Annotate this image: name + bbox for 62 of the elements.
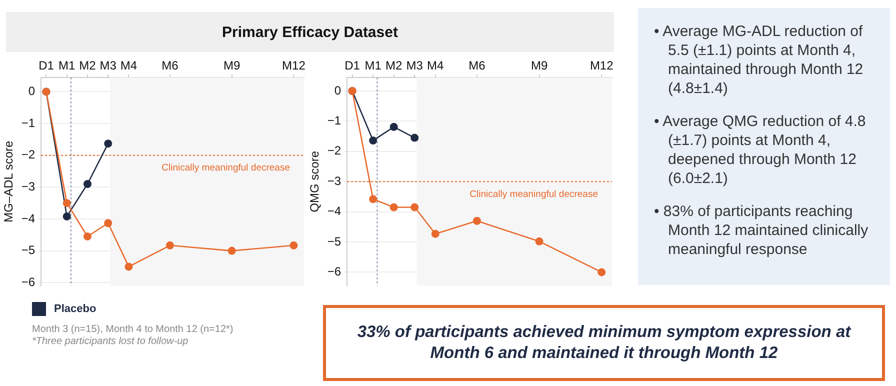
x-tick-label: M9 <box>223 58 240 73</box>
y-tick-label: 0 <box>28 84 36 98</box>
y-tick-label: −3 <box>327 174 342 188</box>
y-tick-label: 0 <box>334 83 342 98</box>
point <box>369 195 378 204</box>
x-tick-label: M2 <box>385 58 402 73</box>
y-tick-label: −2 <box>21 148 36 162</box>
x-tick-label: M2 <box>79 58 96 73</box>
y-tick-label: −1 <box>327 114 342 128</box>
point <box>104 140 112 148</box>
y-tick-label: −5 <box>21 243 36 258</box>
x-tick-label: M4 <box>427 58 444 73</box>
text: • Average QMG reduction of 4.8 (±1.7) points at Month 4, deepened through Month 12 (6.0±2.1) <box>654 112 867 188</box>
x-tick-label: M9 <box>530 58 548 73</box>
y-tick-label: −4 <box>327 204 342 218</box>
legend-label: Placebo <box>54 303 96 315</box>
point <box>472 216 481 225</box>
text: • Average MG-ADL reduction of 5.5 (±1.1) points at Month 4, maintained through Month 12 (4.8±1.4) <box>654 22 864 98</box>
x-tick-label: M1 <box>364 58 382 73</box>
point <box>410 203 419 212</box>
point <box>166 241 174 250</box>
text: Month 3 (n=15), Month 4 to Month 12 (n=12*) <box>32 324 234 335</box>
y-tick-label: −6 <box>327 264 342 279</box>
x-tick-label: M4 <box>120 58 138 73</box>
chart-title: Primary Efficacy Dataset <box>6 12 614 52</box>
point <box>431 230 440 238</box>
x-tick-label: D1 <box>344 58 360 73</box>
y-tick-label: −3 <box>21 179 36 194</box>
x-tick-label: M12 <box>282 58 306 73</box>
point <box>83 180 92 188</box>
x-tick-label: M3 <box>100 58 117 73</box>
point <box>535 237 544 246</box>
y-tick-label: −1 <box>21 116 36 130</box>
point <box>62 199 71 208</box>
x-tick-label: D1 <box>38 58 54 73</box>
ref-line-label: Clinically meaningful decrease <box>470 188 598 200</box>
y-axis-title: MG–ADL score <box>2 140 16 222</box>
ref-line-label: Clinically meaningful decrease <box>162 162 290 174</box>
point <box>62 212 71 220</box>
point <box>390 122 398 131</box>
text: • 83% of participants reaching Month 12 maintained clinically meaningful response <box>654 202 870 259</box>
x-tick-label: M3 <box>406 58 424 73</box>
point <box>390 203 398 212</box>
x-tick-label: M1 <box>58 58 76 73</box>
point <box>290 241 298 250</box>
y-tick-label: −5 <box>327 234 342 248</box>
point <box>598 268 606 276</box>
y-tick-label: −6 <box>21 274 36 289</box>
y-tick-label: −2 <box>327 144 342 158</box>
x-tick-label: M6 <box>162 58 179 73</box>
x-tick-label: M6 <box>468 58 486 73</box>
point <box>83 232 92 240</box>
y-tick-label: −4 <box>21 211 36 226</box>
text: 33% of participants achieved minimum symptom expression at Month 6 and maintained it through Month 12 <box>323 305 885 381</box>
text: *Three participants lost to follow-up <box>32 336 188 347</box>
point <box>410 134 419 142</box>
point <box>124 262 133 271</box>
point <box>104 219 112 228</box>
y-axis-title: QMG score <box>308 150 322 212</box>
point <box>369 136 378 145</box>
x-tick-label: M12 <box>590 58 614 73</box>
point <box>228 246 236 255</box>
